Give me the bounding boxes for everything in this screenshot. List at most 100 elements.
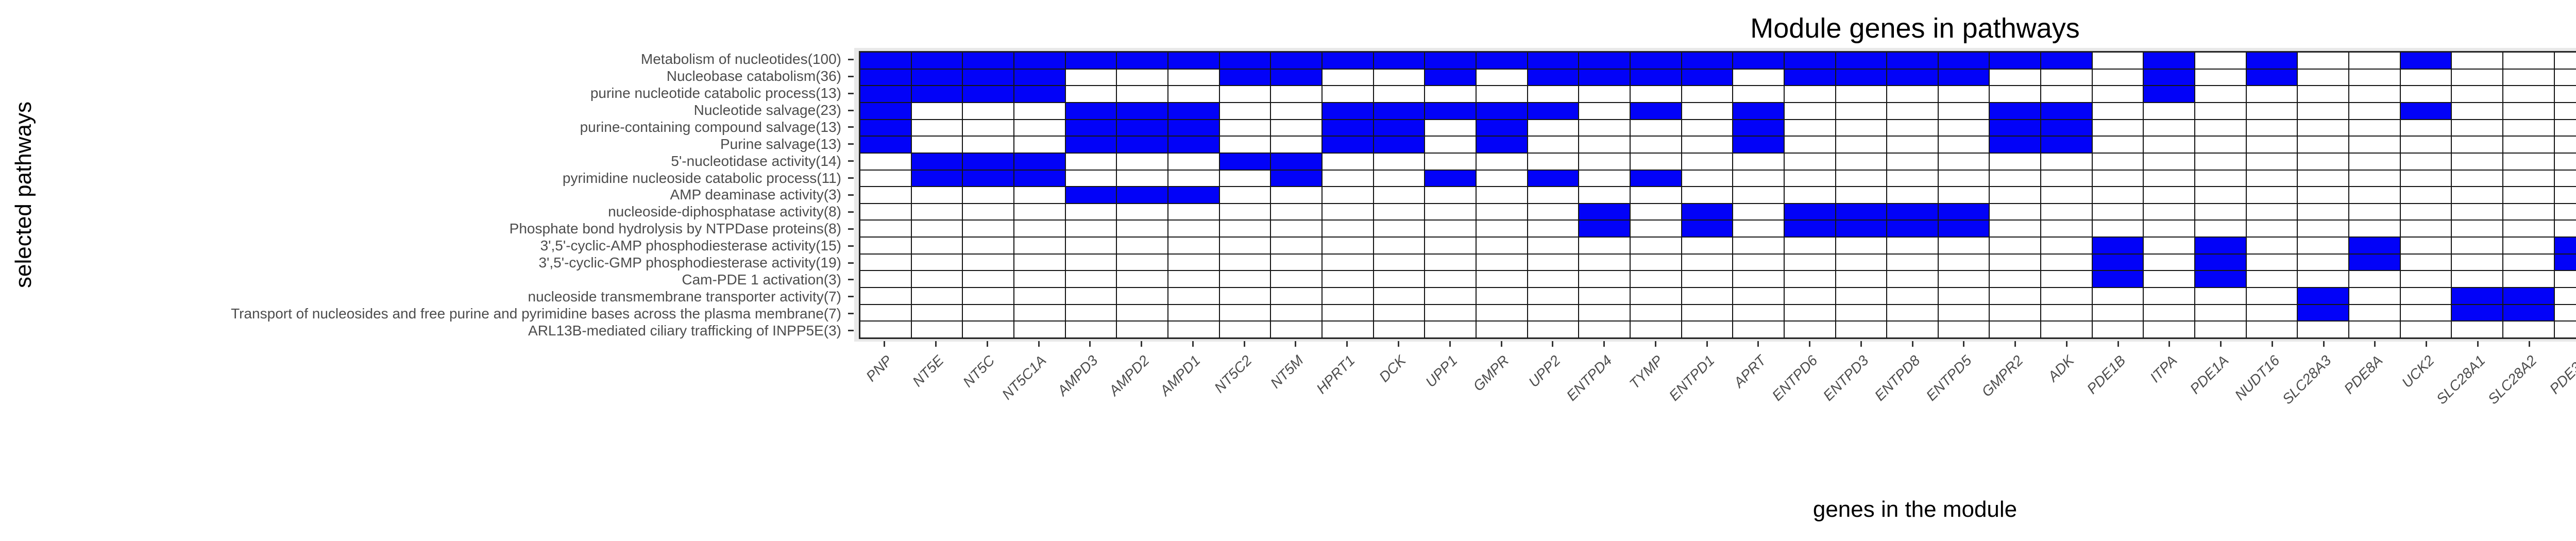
- heatmap-cell: [1733, 321, 1784, 338]
- heatmap-cell: [2349, 304, 2400, 322]
- heatmap-cell: [1681, 102, 1733, 120]
- heatmap-cell: [2451, 136, 2503, 153]
- heatmap-cell: [1938, 52, 1990, 69]
- heatmap-cell: [2554, 237, 2576, 254]
- heatmap-cell: [1527, 170, 1579, 187]
- heatmap-cell: [2451, 253, 2503, 271]
- heatmap-cell: [962, 119, 1014, 137]
- heatmap-cell: [1527, 288, 1579, 305]
- heatmap-cell: [1527, 321, 1579, 338]
- heatmap-cell: [2092, 270, 2144, 288]
- heatmap-cell: [860, 153, 911, 170]
- heatmap-cell: [1219, 52, 1271, 69]
- heatmap-cell: [1167, 253, 1219, 271]
- heatmap-cell: [1989, 102, 2041, 120]
- heatmap-cell: [1630, 237, 1682, 254]
- x-tick-mark: [1089, 341, 1091, 347]
- heatmap-cell: [2451, 187, 2503, 204]
- heatmap-cell: [1527, 220, 1579, 238]
- heatmap-cell: [1476, 253, 1528, 271]
- heatmap-cell: [1784, 153, 1836, 170]
- heatmap-cell: [2246, 288, 2298, 305]
- heatmap-cell: [962, 321, 1014, 338]
- heatmap-cell: [2195, 136, 2246, 153]
- heatmap-cell: [1630, 102, 1682, 120]
- heatmap-cell: [1887, 136, 1938, 153]
- heatmap-cell: [1116, 187, 1168, 204]
- x-tick-mark: [2220, 341, 2222, 347]
- heatmap-cell: [860, 220, 911, 238]
- heatmap-cell: [1065, 119, 1117, 137]
- heatmap-cell: [2349, 86, 2400, 103]
- heatmap-cell: [1784, 69, 1836, 86]
- heatmap-cell: [1373, 321, 1425, 338]
- heatmap-cell: [1681, 69, 1733, 86]
- heatmap-cell: [2554, 52, 2576, 69]
- heatmap-cell: [1013, 86, 1065, 103]
- heatmap-cell: [911, 288, 963, 305]
- heatmap-cell: [2246, 220, 2298, 238]
- heatmap-cell: [1270, 187, 1322, 204]
- heatmap-cell: [1065, 288, 1117, 305]
- heatmap-cell: [1630, 288, 1682, 305]
- heatmap-cell: [1733, 170, 1784, 187]
- heatmap-cell: [1270, 102, 1322, 120]
- heatmap-cell: [2041, 220, 2092, 238]
- heatmap-cell: [1167, 304, 1219, 322]
- heatmap-cell: [1425, 86, 1476, 103]
- heatmap-cell: [1630, 321, 1682, 338]
- heatmap-cell: [2041, 321, 2092, 338]
- heatmap-cell: [1425, 170, 1476, 187]
- heatmap-cell: [2297, 270, 2349, 288]
- heatmap-cell: [2503, 304, 2554, 322]
- heatmap-cell: [1321, 136, 1374, 153]
- heatmap-cell: [1938, 270, 1990, 288]
- x-tick-mark: [1295, 341, 1297, 347]
- heatmap-cell: [1579, 119, 1630, 137]
- y-axis-label: Phosphate bond hydrolysis by NTPDase pro…: [509, 221, 841, 237]
- heatmap-cell: [1989, 69, 2041, 86]
- heatmap-cell: [1373, 170, 1425, 187]
- heatmap-cell: [1219, 220, 1271, 238]
- heatmap-cell: [1116, 304, 1168, 322]
- heatmap-cell: [2297, 237, 2349, 254]
- y-axis-label: 3',5'-cyclic-AMP phosphodiesterase activ…: [540, 238, 841, 254]
- heatmap-cell: [2400, 86, 2452, 103]
- heatmap-cell: [1219, 187, 1271, 204]
- heatmap-cell: [860, 321, 911, 338]
- heatmap-cell: [1630, 270, 1682, 288]
- heatmap-cell: [962, 203, 1014, 221]
- heatmap-cell: [1938, 119, 1990, 137]
- heatmap-cell: [1527, 203, 1579, 221]
- heatmap-cell: [1219, 153, 1271, 170]
- heatmap-cell: [1321, 304, 1374, 322]
- heatmap-cell: [2554, 153, 2576, 170]
- y-axis-label: Nucleotide salvage(23): [693, 102, 841, 119]
- heatmap-cell: [1989, 86, 2041, 103]
- heatmap-cell: [1321, 187, 1374, 204]
- heatmap-cell: [2092, 187, 2144, 204]
- heatmap-cell: [2451, 203, 2503, 221]
- heatmap-cell: [1116, 237, 1168, 254]
- heatmap-cell: [1938, 102, 1990, 120]
- heatmap-cell: [1527, 102, 1579, 120]
- heatmap-cell: [1835, 136, 1887, 153]
- heatmap-cell: [2143, 170, 2195, 187]
- heatmap-cell: [1321, 237, 1374, 254]
- heatmap-cell: [1321, 321, 1374, 338]
- heatmap-cell: [2554, 220, 2576, 238]
- heatmap-cell: [1784, 119, 1836, 137]
- heatmap-cell: [2451, 304, 2503, 322]
- heatmap-cell: [860, 203, 911, 221]
- heatmap-cell: [962, 136, 1014, 153]
- heatmap-cell: [1013, 270, 1065, 288]
- heatmap-cell: [911, 253, 963, 271]
- heatmap-cell: [2143, 86, 2195, 103]
- heatmap-cell: [1425, 69, 1476, 86]
- heatmap-cell: [1373, 288, 1425, 305]
- heatmap-cell: [2041, 69, 2092, 86]
- heatmap-cell: [2195, 102, 2246, 120]
- heatmap-cell: [1835, 86, 1887, 103]
- heatmap-cell: [1013, 237, 1065, 254]
- heatmap-cell: [2246, 69, 2298, 86]
